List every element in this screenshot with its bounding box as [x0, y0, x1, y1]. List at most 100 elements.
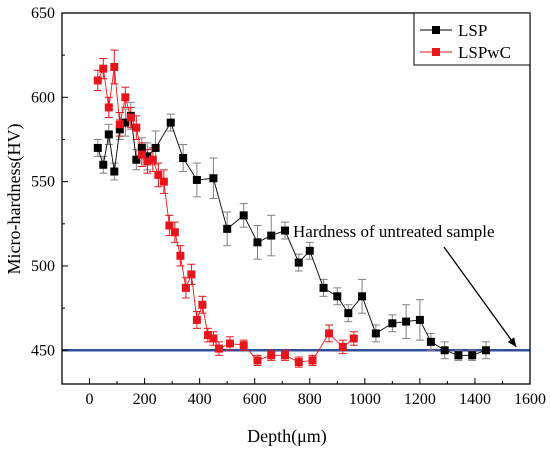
data-point-lspwc	[209, 334, 218, 343]
data-point-lspwc	[349, 334, 358, 343]
data-point-lspwc	[170, 228, 179, 237]
data-point-lsp	[99, 160, 108, 169]
legend-swatch-lspwc	[432, 48, 440, 56]
y-axis-label: Micro-hardness(HV)	[4, 124, 25, 275]
data-point-lsp	[223, 224, 232, 233]
data-point-lspwc	[253, 356, 262, 365]
data-point-lsp	[440, 346, 449, 355]
data-point-lsp	[209, 174, 218, 183]
data-point-lsp	[143, 152, 152, 161]
data-point-lsp	[104, 130, 113, 139]
data-point-lspwc	[338, 342, 347, 351]
data-point-lsp	[388, 319, 397, 328]
data-point-lsp	[179, 154, 188, 163]
data-point-lspwc	[198, 300, 207, 309]
data-point-lspwc	[99, 64, 108, 73]
axes-layer: 0 200 400 600 800 1000 1200 1400 1600 450 500 550 60…	[31, 5, 546, 408]
data-point-lspwc	[154, 170, 163, 179]
reference-line-label: Hardness of untreated sample	[293, 222, 495, 241]
y-tick-label: 600	[31, 89, 55, 106]
data-point-lspwc	[176, 251, 185, 260]
legend-label-lsp: LSP	[458, 21, 487, 40]
data-point-lspwc	[143, 157, 152, 166]
data-point-lsp	[415, 315, 424, 324]
data-point-lspwc	[214, 344, 223, 353]
legend-swatch-lsp	[432, 26, 440, 34]
data-point-lspwc	[225, 339, 234, 348]
data-point-lspwc	[148, 155, 157, 164]
data-point-lspwc	[267, 351, 276, 360]
data-point-lspwc	[187, 270, 196, 279]
x-tick-label: 1200	[404, 391, 436, 408]
data-point-lspwc	[181, 283, 190, 292]
data-point-lsp	[192, 175, 201, 184]
x-tick-label: 1600	[514, 391, 546, 408]
annotation-layer: Hardness of untreated sample	[293, 222, 517, 348]
x-tick-label: 800	[298, 391, 322, 408]
data-point-lsp	[371, 329, 380, 338]
data-point-lspwc	[159, 177, 168, 186]
data-point-lspwc	[294, 358, 303, 367]
data-point-lsp	[151, 143, 160, 152]
data-point-lsp	[253, 238, 262, 247]
y-tick-label: 550	[31, 174, 55, 191]
data-point-lspwc	[132, 123, 141, 132]
data-point-lsp	[121, 118, 130, 127]
data-point-lspwc	[325, 329, 334, 338]
x-tick-label: 600	[243, 391, 267, 408]
data-point-lspwc	[110, 62, 119, 71]
y-tick-label: 500	[31, 258, 55, 275]
x-tick-label: 200	[133, 391, 157, 408]
data-point-lspwc	[126, 113, 135, 122]
data-point-lsp	[481, 346, 490, 355]
errorbar-layer	[93, 49, 490, 368]
data-point-lsp	[426, 337, 435, 346]
data-point-lsp	[93, 143, 102, 152]
data-point-lspwc	[165, 221, 174, 230]
data-point-lsp	[319, 283, 328, 292]
series-line-lspwc	[97, 66, 355, 363]
annotation-arrow-shaft	[443, 246, 517, 348]
data-point-lspwc	[121, 93, 130, 102]
data-point-lsp	[239, 211, 248, 220]
legend-box	[413, 12, 531, 66]
series-line-layer	[97, 66, 487, 363]
data-point-lsp	[305, 246, 314, 255]
data-point-lspwc	[203, 331, 212, 340]
data-point-lspwc	[280, 351, 289, 360]
legend-label-lspwc: LSPwC	[458, 43, 511, 62]
data-point-lspwc	[308, 356, 317, 365]
data-point-lspwc	[192, 315, 201, 324]
data-point-lspwc	[104, 103, 113, 112]
data-point-lsp	[454, 351, 463, 360]
data-point-lsp	[110, 167, 119, 176]
y-tick-label: 650	[31, 5, 55, 22]
data-point-lsp	[166, 118, 175, 127]
data-point-lsp	[267, 231, 276, 240]
data-point-lspwc	[115, 120, 124, 129]
data-point-lsp	[358, 292, 367, 301]
x-tick-label: 1400	[459, 391, 491, 408]
data-point-lsp	[402, 317, 411, 326]
data-point-lsp	[468, 351, 477, 360]
data-point-lsp	[333, 292, 342, 301]
y-tick-label: 450	[31, 342, 55, 359]
plot-frame	[61, 12, 531, 385]
data-point-lsp	[115, 125, 124, 134]
data-point-lsp	[344, 309, 353, 318]
data-point-lspwc	[239, 341, 248, 350]
data-point-lspwc	[137, 150, 146, 159]
x-tick-label: 0	[86, 391, 94, 408]
x-tick-label: 400	[188, 391, 212, 408]
x-axis-label: Depth(μm)	[247, 426, 327, 447]
data-point-lsp	[280, 226, 289, 235]
legend: LSP LSPwC	[413, 12, 531, 66]
data-point-lsp	[132, 155, 141, 164]
data-point-lsp	[294, 258, 303, 267]
data-point-lsp	[137, 143, 146, 152]
marker-layer	[93, 62, 490, 367]
annotation-arrow-head	[507, 337, 517, 347]
x-tick-label: 1000	[349, 391, 381, 408]
data-point-lspwc	[93, 76, 102, 85]
